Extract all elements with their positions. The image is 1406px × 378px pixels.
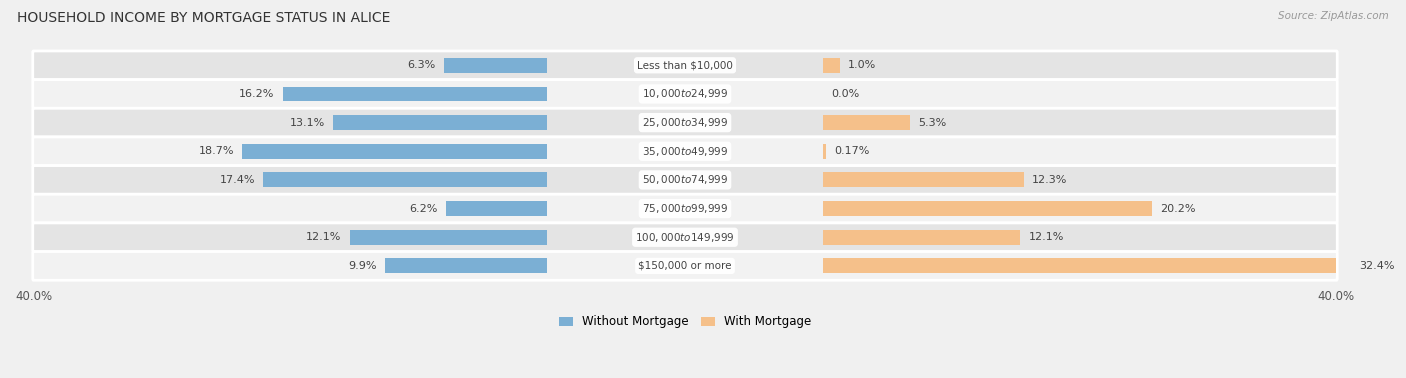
Bar (824, 201, 1153, 216)
Text: $150,000 or more: $150,000 or more (638, 261, 731, 271)
Bar (385, 259, 547, 273)
Text: 12.1%: 12.1% (1029, 232, 1064, 242)
Text: 5.3%: 5.3% (918, 118, 946, 128)
Bar (824, 259, 1351, 273)
FancyBboxPatch shape (32, 51, 1337, 80)
Text: 12.3%: 12.3% (1032, 175, 1067, 185)
Text: 6.2%: 6.2% (409, 204, 437, 214)
Bar (263, 172, 547, 187)
Text: 0.0%: 0.0% (831, 89, 860, 99)
FancyBboxPatch shape (32, 166, 1337, 194)
FancyBboxPatch shape (32, 108, 1337, 137)
FancyBboxPatch shape (32, 80, 1337, 108)
Bar (824, 58, 839, 73)
Text: 32.4%: 32.4% (1360, 261, 1395, 271)
FancyBboxPatch shape (32, 137, 1337, 166)
Bar (446, 201, 547, 216)
Text: HOUSEHOLD INCOME BY MORTGAGE STATUS IN ALICE: HOUSEHOLD INCOME BY MORTGAGE STATUS IN A… (17, 11, 391, 25)
Text: 0.17%: 0.17% (834, 146, 870, 156)
Bar (283, 87, 547, 101)
Text: $100,000 to $149,999: $100,000 to $149,999 (636, 231, 735, 244)
Text: $50,000 to $74,999: $50,000 to $74,999 (641, 174, 728, 186)
FancyBboxPatch shape (32, 252, 1337, 280)
Bar (824, 144, 827, 159)
Bar (333, 115, 547, 130)
Bar (444, 58, 547, 73)
Bar (824, 230, 1021, 245)
FancyBboxPatch shape (32, 223, 1337, 252)
Text: 9.9%: 9.9% (349, 261, 377, 271)
Text: $25,000 to $34,999: $25,000 to $34,999 (641, 116, 728, 129)
Bar (350, 230, 547, 245)
Text: 12.1%: 12.1% (307, 232, 342, 242)
Bar (242, 144, 547, 159)
Text: 6.3%: 6.3% (408, 60, 436, 70)
Text: Source: ZipAtlas.com: Source: ZipAtlas.com (1278, 11, 1389, 21)
Text: 18.7%: 18.7% (198, 146, 233, 156)
Bar (824, 172, 1024, 187)
Legend: Without Mortgage, With Mortgage: Without Mortgage, With Mortgage (554, 311, 815, 333)
FancyBboxPatch shape (32, 194, 1337, 223)
Text: 16.2%: 16.2% (239, 89, 274, 99)
Text: $10,000 to $24,999: $10,000 to $24,999 (641, 87, 728, 101)
Bar (824, 115, 910, 130)
Text: Less than $10,000: Less than $10,000 (637, 60, 733, 70)
Text: $75,000 to $99,999: $75,000 to $99,999 (641, 202, 728, 215)
Text: 20.2%: 20.2% (1160, 204, 1197, 214)
Text: $35,000 to $49,999: $35,000 to $49,999 (641, 145, 728, 158)
Text: 17.4%: 17.4% (219, 175, 254, 185)
Text: 1.0%: 1.0% (848, 60, 876, 70)
Text: 13.1%: 13.1% (290, 118, 325, 128)
